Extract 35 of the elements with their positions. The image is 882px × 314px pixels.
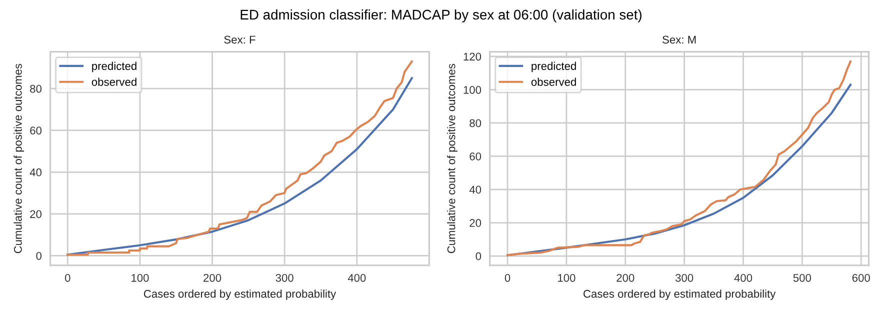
x-tick-label: 200 <box>616 274 634 282</box>
x-tick-label: 300 <box>276 274 294 282</box>
y-tick-label: 80 <box>470 119 482 128</box>
legend-label: predicted <box>532 62 576 72</box>
y-tick-label: 60 <box>30 126 42 134</box>
y-tick-label: 40 <box>30 168 42 176</box>
y-axis-title: Cumulative count of positive outcomes <box>14 64 24 254</box>
x-tick-label: 200 <box>204 274 222 282</box>
y-axis-title: Cumulative count of positive outcomes <box>447 64 458 254</box>
legend-label: observed <box>531 78 576 86</box>
y-tick-label: 0 <box>36 252 42 260</box>
chart-title: Sex: M <box>662 36 696 44</box>
x-tick-label: 100 <box>558 274 576 282</box>
x-axis-title: Cases ordered by estimated probability <box>144 290 336 300</box>
x-tick-label: 400 <box>348 274 366 282</box>
x-tick-label: 500 <box>793 274 812 282</box>
y-tick-label: 120 <box>464 52 482 61</box>
legend-label: observed <box>92 78 136 86</box>
x-tick-label: 0 <box>64 274 70 282</box>
x-tick-label: 300 <box>675 274 694 282</box>
y-tick-label: 40 <box>469 186 482 194</box>
x-axis-title: Cases ordered by estimated probability <box>584 290 776 300</box>
legend-label: predicted <box>92 62 136 72</box>
x-tick-label: 100 <box>132 274 149 282</box>
x-tick-label: 600 <box>852 274 870 282</box>
x-tick-label: 400 <box>734 274 752 282</box>
text: ED admission classifier: MADCAP by sex at 06:00 (validation set) <box>240 9 642 22</box>
y-tick-label: 0 <box>476 252 482 260</box>
chart-title: Sex: F <box>224 36 256 44</box>
x-tick-label: 0 <box>504 274 510 282</box>
y-tick-label: 60 <box>470 152 482 160</box>
y-tick-label: 20 <box>30 210 42 218</box>
y-tick-label: 100 <box>464 86 482 94</box>
y-tick-label: 20 <box>470 219 482 227</box>
y-tick-label: 80 <box>30 84 42 93</box>
